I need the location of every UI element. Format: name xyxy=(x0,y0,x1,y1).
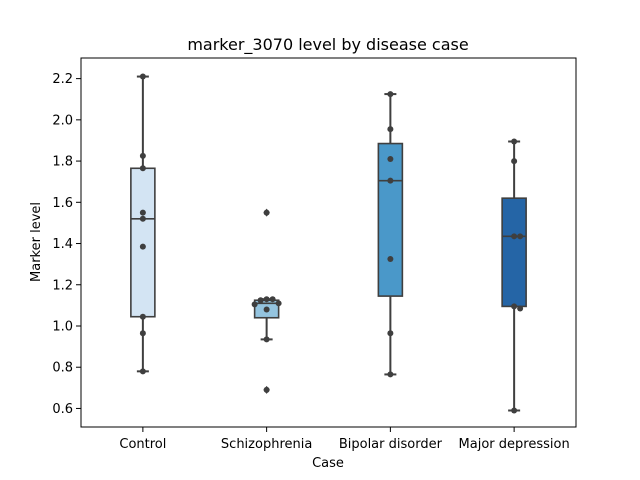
box xyxy=(377,142,404,297)
data-point xyxy=(263,336,270,343)
box xyxy=(130,167,156,318)
data-point xyxy=(263,296,270,303)
x-axis: Control Schizophrenia Bipolar disorder Majo… xyxy=(119,427,570,452)
x-tick-label: Control xyxy=(119,437,166,452)
plot-area xyxy=(130,73,527,414)
data-point xyxy=(517,233,524,240)
data-point xyxy=(517,305,524,312)
data-point xyxy=(511,233,518,240)
x-tick-label: Bipolar disorder xyxy=(339,437,443,452)
y-axis: 0.6 0.8 1.0 1.2 1.4 1.6 1.8 2.0 2.2 xyxy=(52,72,81,417)
data-point xyxy=(269,296,276,303)
data-point xyxy=(139,243,146,250)
data-point xyxy=(257,297,264,304)
y-tick-label: 1.2 xyxy=(52,278,73,293)
data-point xyxy=(511,158,518,165)
chart-title: marker_3070 level by disease case xyxy=(187,35,468,55)
box-group xyxy=(130,75,156,373)
data-point xyxy=(139,313,146,320)
y-tick-label: 2.2 xyxy=(52,72,73,87)
data-point xyxy=(139,215,146,222)
data-point xyxy=(387,91,394,98)
data-point xyxy=(387,371,394,378)
data-point xyxy=(275,300,282,307)
y-tick-label: 1.0 xyxy=(52,319,73,334)
y-tick-label: 0.8 xyxy=(52,361,73,376)
box xyxy=(501,197,527,308)
data-point xyxy=(387,330,394,337)
data-point xyxy=(387,177,394,184)
y-tick-label: 0.6 xyxy=(52,402,73,417)
data-point xyxy=(139,330,146,337)
data-point xyxy=(511,138,518,145)
data-point xyxy=(263,209,270,216)
data-point xyxy=(387,255,394,262)
data-point xyxy=(251,301,258,308)
y-tick-label: 1.4 xyxy=(52,237,73,252)
data-point xyxy=(387,156,394,163)
box-group xyxy=(377,93,404,376)
data-point xyxy=(511,407,518,414)
x-tick-label: Schizophrenia xyxy=(221,437,312,452)
data-point xyxy=(139,368,146,375)
data-point xyxy=(139,73,146,80)
x-axis-title: Case xyxy=(312,456,344,471)
data-point xyxy=(511,303,518,310)
x-tick-label: Major depression xyxy=(459,437,570,452)
y-tick-label: 2.0 xyxy=(52,113,73,128)
y-tick-label: 1.6 xyxy=(52,196,73,211)
data-point xyxy=(139,152,146,159)
data-point xyxy=(263,306,270,313)
plot-frame xyxy=(80,57,577,428)
data-point xyxy=(139,165,146,172)
y-tick-label: 1.8 xyxy=(52,155,73,170)
data-point xyxy=(139,209,146,216)
data-point xyxy=(387,126,394,133)
data-point xyxy=(263,386,270,393)
y-axis-title: Marker level xyxy=(29,202,44,282)
